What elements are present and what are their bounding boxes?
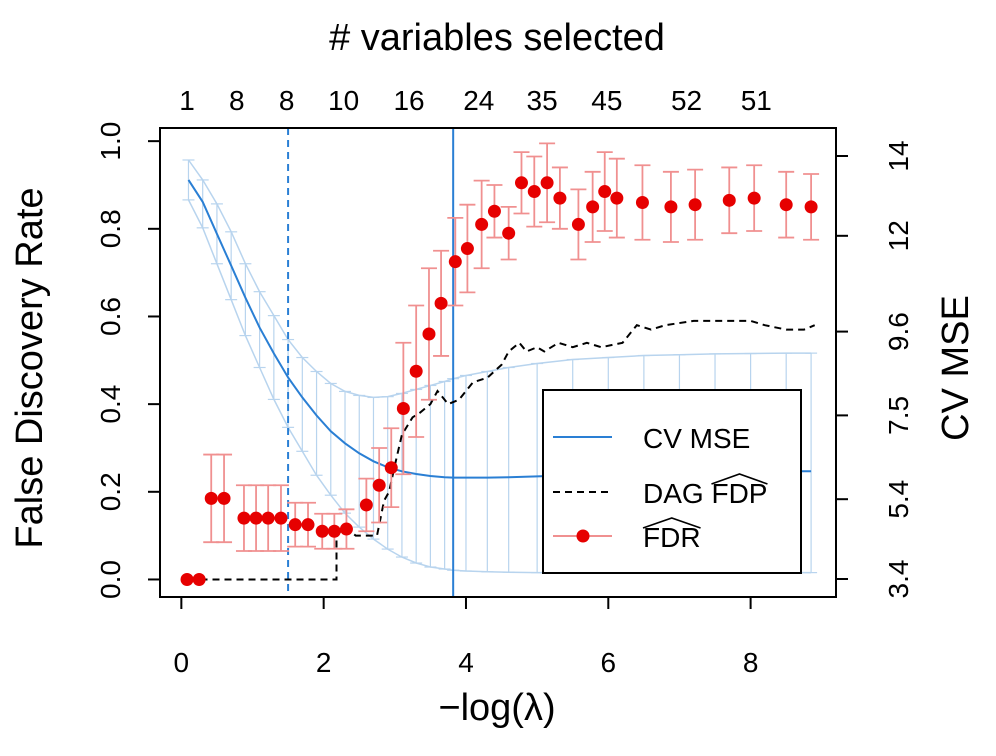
- top-tick-label: 24: [463, 85, 494, 116]
- fdr-point: [747, 191, 761, 205]
- fdr-point: [598, 185, 612, 199]
- legend-swatch-fdr: [576, 529, 590, 543]
- x-tick-label: 0: [174, 647, 190, 678]
- legend-label-hat-word: FDP: [711, 478, 767, 509]
- fdr-point: [372, 478, 386, 492]
- fdr-point: [664, 200, 678, 214]
- legend-label: DAG FDP: [643, 478, 767, 509]
- fdr-point: [339, 522, 353, 536]
- fdr-point: [502, 226, 516, 240]
- fdr-point: [422, 327, 436, 341]
- legend: CV MSE DAG FDP FDR: [542, 389, 802, 574]
- x-tick-label: 4: [458, 647, 474, 678]
- legend-label-hat-word: FDR: [643, 522, 701, 553]
- fdr-point: [409, 364, 423, 378]
- top-axis-title: # variables selected: [329, 17, 665, 59]
- top-tick-label: 35: [527, 85, 558, 116]
- fdr-point: [204, 491, 218, 505]
- fdr-point: [315, 524, 329, 538]
- fdr-point: [527, 185, 541, 199]
- y-tick-label-right: 12: [883, 220, 914, 251]
- top-tick-label: 16: [393, 85, 424, 116]
- y-tick-label-right: 5.4: [883, 480, 914, 519]
- y-tick-label-left: 0.6: [95, 297, 126, 336]
- fdr-point: [180, 572, 194, 586]
- fdr-point: [448, 255, 462, 269]
- y-tick-label-left: 1.0: [95, 122, 126, 161]
- top-tick-label: 1: [179, 85, 195, 116]
- y-tick-label-left: 0.0: [95, 560, 126, 599]
- y-tick-label-right: 7.5: [883, 396, 914, 435]
- fdr-point: [396, 402, 410, 416]
- y-tick-label-right: 3.4: [883, 560, 914, 599]
- fdr-point: [779, 198, 793, 212]
- fdr-point: [460, 242, 474, 256]
- fdr-point: [586, 200, 600, 214]
- legend-hat: [642, 517, 701, 529]
- fdr-point: [804, 200, 818, 214]
- fdr-point: [217, 491, 231, 505]
- x-tick-label: 8: [743, 647, 759, 678]
- top-tick-label: 45: [591, 85, 622, 116]
- y-tick-label-right: 9.6: [883, 312, 914, 351]
- legend-label-prefix: DAG: [643, 478, 711, 509]
- fdr-point: [688, 198, 702, 212]
- y-tick-label-left: 0.8: [95, 209, 126, 248]
- fdr-point: [192, 572, 206, 586]
- top-tick-label: 51: [741, 85, 772, 116]
- fdr-point: [610, 191, 624, 205]
- fdr-point: [722, 193, 736, 207]
- fdr-point: [571, 217, 585, 231]
- cv-band-upper: [187, 159, 812, 399]
- fdr-point: [274, 511, 288, 525]
- top-tick-label: 8: [279, 85, 295, 116]
- y-tick-label-left: 0.4: [95, 385, 126, 424]
- fdr-point: [514, 176, 528, 190]
- x-tick-label: 6: [601, 647, 617, 678]
- y-tick-label-right: 14: [883, 140, 914, 171]
- top-tick-label: 52: [671, 85, 702, 116]
- fdr-point: [384, 461, 398, 475]
- legend-box: [542, 389, 802, 574]
- y-tick-label-left: 0.2: [95, 472, 126, 511]
- legend-label: FDR: [643, 522, 701, 553]
- y-axis-title-left: False Discovery Rate: [9, 187, 51, 548]
- fdr-point: [434, 296, 448, 310]
- x-tick-label: 2: [316, 647, 332, 678]
- fdr-point: [635, 196, 649, 210]
- fdr-point: [301, 518, 315, 532]
- fdr-point: [288, 518, 302, 532]
- fdr-point: [261, 511, 275, 525]
- fdr-point: [540, 176, 554, 190]
- fdr-point: [475, 217, 489, 231]
- top-tick-label: 10: [328, 85, 359, 116]
- legend-hat: [711, 473, 768, 485]
- y-axis-title-right: CV MSE: [935, 295, 977, 441]
- plot-area: 0 2 4 6 80.00.20.40.60.81.03.45.47.59.612141…: [95, 85, 914, 678]
- top-tick-label: 8: [229, 85, 245, 116]
- fdr-point: [487, 204, 501, 218]
- fdr-point: [237, 511, 251, 525]
- fdr-point: [327, 524, 341, 538]
- fdr-point: [249, 511, 263, 525]
- fdr-point: [553, 191, 567, 205]
- legend-label: CV MSE: [643, 423, 750, 454]
- fdr-point: [359, 498, 373, 512]
- dag-fdp-line: [188, 319, 816, 581]
- x-axis-title: −log(λ): [438, 687, 555, 729]
